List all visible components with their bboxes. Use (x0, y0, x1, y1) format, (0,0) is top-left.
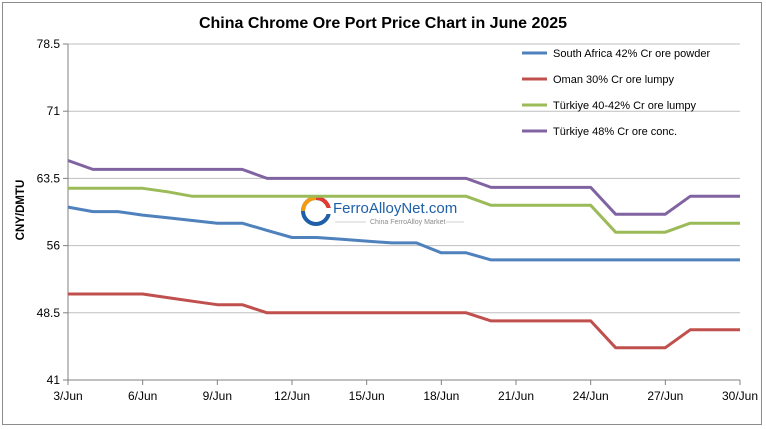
y-tick-label: 63.5 (37, 171, 61, 185)
y-tick-label: 78.5 (37, 37, 61, 51)
x-tick-label: 3/Jun (53, 389, 82, 403)
x-tick-label: 18/Jun (423, 389, 459, 403)
axes (67, 44, 741, 385)
x-tick-label: 24/Jun (573, 389, 609, 403)
x-tick-label: 21/Jun (498, 389, 534, 403)
x-tick-label: 6/Jun (128, 389, 157, 403)
x-tick-label: 27/Jun (647, 389, 683, 403)
y-tick-labels: 78.5 71 63.5 56 48.5 41 (37, 37, 61, 387)
y-tick-label: 56 (47, 239, 61, 253)
series-line-4 (67, 159, 740, 216)
watermark-tagline: China FerroAlloy Market (370, 219, 446, 226)
legend-label: Türkiye 40-42% Cr ore lumpy (553, 100, 697, 112)
x-tick-label: 9/Jun (203, 389, 232, 403)
watermark-brand: FerroAlloyNet.com (333, 200, 457, 217)
legend-label: Türkiye 48% Cr ore conc. (553, 126, 677, 138)
x-tick-label: 12/Jun (274, 389, 310, 403)
series-line-3 (68, 186, 740, 234)
x-tick-label: 15/Jun (349, 389, 385, 403)
y-axis-label: CNY/DMTU (15, 180, 27, 241)
chart-title: China Chrome Ore Port Price Chart in Jun… (199, 15, 567, 32)
legend-label: Oman 30% Cr ore lumpy (553, 74, 675, 86)
y-tick-label: 41 (47, 373, 61, 387)
y-tick-label: 48.5 (37, 306, 61, 320)
ferroalloynet-logo-icon (301, 196, 332, 226)
series-lines (67, 159, 740, 350)
x-tick-label: 30/Jun (722, 389, 758, 403)
legend-label: South Africa 42% Cr ore powder (553, 48, 710, 60)
y-tick-label: 71 (47, 104, 61, 118)
series-line-2 (68, 292, 740, 350)
watermark: FerroAlloyNet.com China FerroAlloy Marke… (301, 196, 464, 226)
legend: South Africa 42% Cr ore powder Oman 30% C… (522, 48, 710, 138)
x-tick-labels: 3/Jun 6/Jun 9/Jun 12/Jun 15/Jun 18/Jun 21/Jun 2… (53, 389, 758, 403)
series-line-1 (67, 205, 740, 262)
